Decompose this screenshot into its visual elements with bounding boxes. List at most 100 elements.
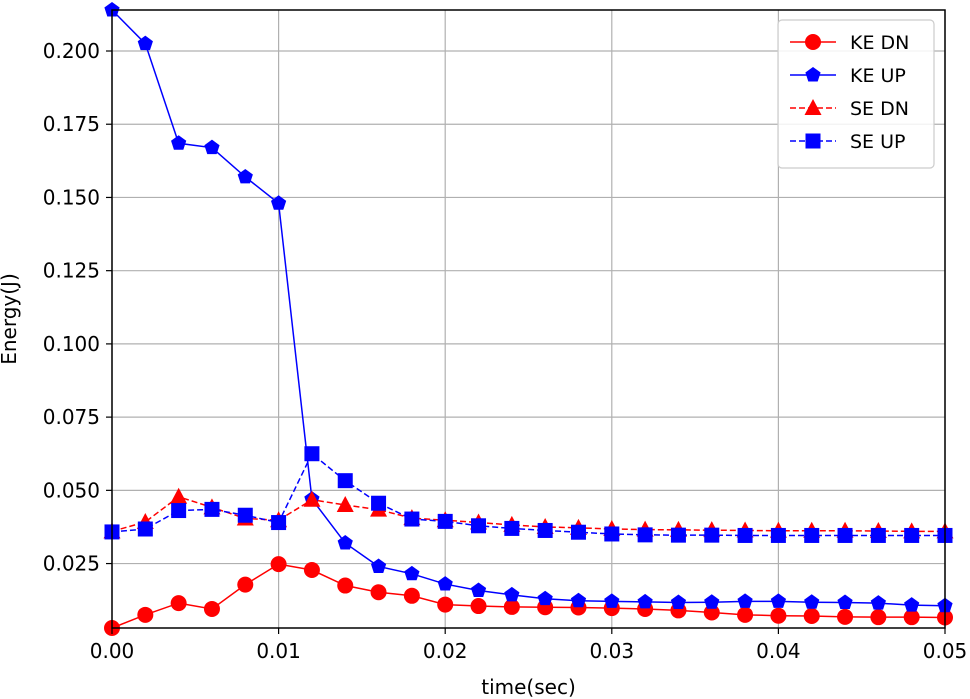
data-point-se-up (770, 527, 786, 543)
data-point-ke-up (837, 594, 853, 609)
series-line-se-up (111, 452, 945, 537)
data-point-ke-up (237, 168, 253, 184)
data-point-se-up (204, 501, 220, 517)
data-point-ke-up (570, 592, 587, 608)
y-tick-label: 0.050 (43, 478, 100, 502)
data-point-ke-up (171, 135, 187, 150)
data-point-se-up (737, 527, 753, 543)
data-point-se-dn (303, 490, 321, 507)
data-point-se-up (504, 520, 520, 536)
legend-marker-se-up (805, 133, 821, 149)
data-point-ke-up (270, 195, 287, 210)
data-point-se-up (171, 503, 187, 519)
data-point-se-up (271, 515, 287, 531)
data-point-ke-up (670, 594, 687, 609)
x-tick-label: 0.03 (590, 639, 635, 663)
data-point-se-up (304, 446, 320, 462)
data-point-ke-dn (237, 576, 254, 593)
legend-marker-ke-up (805, 67, 821, 82)
data-point-se-up (404, 511, 420, 527)
y-tick-label: 0.125 (43, 259, 100, 283)
data-point-se-up (471, 518, 487, 534)
data-point-se-up (904, 527, 920, 543)
data-point-se-dn (336, 495, 354, 512)
data-point-se-up (870, 527, 886, 543)
data-point-ke-dn (903, 609, 920, 626)
data-point-ke-up (137, 35, 153, 51)
data-point-ke-dn (170, 595, 187, 612)
series-se-dn (103, 487, 954, 539)
data-point-se-up (537, 522, 553, 538)
y-tick-label: 0.200 (43, 39, 100, 63)
data-point-ke-dn (837, 608, 854, 625)
legend-label-se-dn: SE DN (850, 98, 909, 120)
data-point-se-up (604, 526, 620, 542)
data-point-se-dn (170, 487, 188, 504)
x-tick-label: 0.00 (90, 639, 135, 663)
series-se-up (104, 446, 953, 543)
data-point-ke-up (470, 582, 487, 597)
data-point-se-up (637, 527, 653, 543)
series-ke-up (104, 2, 953, 613)
data-point-ke-dn (203, 600, 220, 617)
legend-marker-se-dn (804, 99, 822, 115)
data-point-se-up (570, 524, 586, 540)
data-point-ke-dn (737, 606, 754, 623)
plot-frame (111, 9, 946, 629)
legend-label-ke-up: KE UP (850, 65, 906, 87)
data-point-se-up (704, 527, 720, 543)
data-point-se-up (371, 495, 387, 511)
data-point-ke-dn (470, 598, 487, 615)
y-tick-label: 0.075 (43, 405, 100, 429)
y-tick-label: 0.100 (43, 332, 100, 356)
data-point-ke-dn (270, 556, 287, 573)
data-point-ke-up (870, 595, 886, 610)
data-point-ke-dn (770, 607, 787, 624)
data-point-se-up (137, 521, 153, 537)
data-point-ke-up (604, 593, 620, 608)
legend: KE DN KE UP SE DN SE UP (777, 19, 935, 169)
data-point-ke-up (337, 535, 353, 550)
x-tick-label: 0.02 (423, 639, 468, 663)
data-point-ke-up (904, 597, 920, 612)
data-point-ke-up (537, 590, 553, 606)
data-point-ke-up (737, 593, 753, 608)
data-point-se-up (437, 513, 453, 529)
data-point-ke-up (704, 594, 720, 609)
data-point-ke-up (504, 586, 520, 602)
data-point-ke-dn (137, 606, 154, 623)
legend-label-se-up: SE UP (850, 131, 905, 153)
data-point-ke-up (370, 558, 387, 573)
data-point-se-up (837, 527, 853, 543)
x-tick-label: 0.04 (756, 639, 801, 663)
data-point-ke-up (204, 139, 220, 155)
data-point-ke-dn (337, 577, 354, 594)
data-point-ke-up (804, 594, 820, 609)
y-tick-label: 0.150 (43, 185, 100, 209)
series-lines (103, 2, 954, 636)
axis-ticks: 0.00 0.01 0.02 0.03 0.04 0.05 0.025 0.050 0.075 0… (43, 39, 968, 663)
data-point-se-up (670, 527, 686, 543)
x-axis-label: time(sec) (481, 675, 576, 699)
data-point-ke-up (104, 2, 120, 17)
data-point-se-up (237, 507, 253, 523)
y-tick-label: 0.175 (43, 112, 100, 136)
data-point-ke-dn (370, 584, 387, 601)
data-point-ke-dn (303, 562, 320, 579)
data-point-ke-up (404, 565, 420, 581)
y-tick-label: 0.025 (43, 552, 100, 576)
data-point-ke-up (637, 593, 653, 609)
legend-marker-ke-dn (805, 34, 821, 50)
y-axis-label: Energy(J) (0, 273, 21, 365)
data-point-ke-dn (803, 607, 820, 624)
legend-label-ke-dn: KE DN (850, 32, 909, 54)
data-point-se-up (337, 473, 353, 489)
data-point-ke-dn (437, 596, 454, 613)
x-tick-label: 0.05 (923, 639, 968, 663)
data-point-se-up (804, 527, 820, 543)
data-point-ke-up (770, 593, 787, 608)
data-point-ke-dn (503, 598, 520, 615)
data-point-ke-dn (870, 609, 887, 626)
legend-box (777, 19, 935, 169)
